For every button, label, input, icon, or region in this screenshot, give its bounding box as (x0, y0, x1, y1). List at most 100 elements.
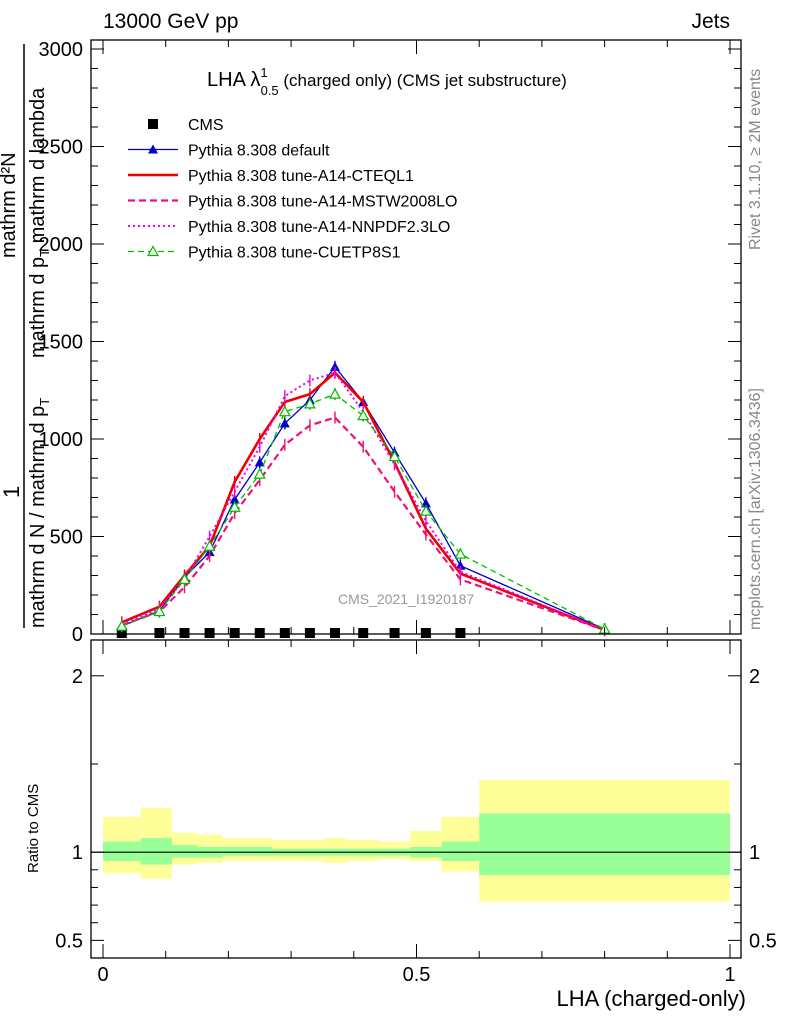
series-point-5-7 (303, 397, 316, 409)
axes: 0 500 1000 1500 2000 2500 3000 0 0.5 1 0.5 0.5 1 1 2 2 (39, 39, 777, 986)
plot-title: LHA λ1 0.5 (charged only) (CMS jet substr… (207, 65, 567, 98)
series-line-2 (121, 370, 606, 632)
series-point-5-11 (419, 504, 432, 516)
legend-entry-5: Pythia 8.308 tune-CUETP8S1 (128, 245, 401, 262)
ratio-stat-band-5 (247, 846, 273, 856)
cms-point-3 (204, 628, 215, 638)
legend-entry-4: Pythia 8.308 tune-A14-NNPDF2.3LO (128, 219, 450, 236)
xtick-label-1: 0.5 (403, 964, 431, 986)
ylabel-numerator2-main: mathrm d p (27, 257, 49, 358)
series-point-5-3 (203, 540, 216, 551)
title-sup: 1 (260, 65, 267, 80)
legend: CMS Pythia 8.308 default Pythia 8.308 tune… (128, 117, 457, 262)
legend-label-4: Pythia 8.308 tune-A14-NNPDF2.3LO (188, 219, 450, 236)
legend-marker-5 (146, 245, 160, 257)
series-point-5-0 (115, 619, 128, 631)
header-energy: 13000 GeV pp (103, 10, 238, 33)
title-rest: (charged only) (CMS jet substructure) (279, 71, 567, 90)
xtick-label-2: 1 (724, 964, 735, 986)
ratio-ylabel: Ratio to CMS (25, 784, 42, 873)
cms-point-1 (154, 628, 165, 638)
ratio-ytick-label-right-1: 1 (749, 842, 760, 864)
ylabel-denominator-sub: T (37, 398, 52, 406)
main-ytick-label-2: 1000 (39, 429, 84, 451)
cms-point-4 (229, 628, 240, 638)
ylabel-denominator-main: mathrm d N / mathrm d p (27, 406, 49, 628)
series-point-5-12 (454, 547, 467, 559)
analysis-watermark: CMS_2021_I1920187 (338, 591, 474, 607)
series-point-5-10 (388, 450, 401, 462)
ratio-stat-band-0 (103, 841, 141, 861)
ratio-ytick-label-0: 0.5 (55, 930, 83, 952)
legend-label-0: CMS (188, 117, 224, 134)
legend-entry-2: Pythia 8.308 tune-A14-CTEQL1 (128, 168, 414, 185)
ylabel-numerator3: mathrm d lambda (27, 87, 49, 249)
ylabel-numerator1: mathrm d²N (0, 152, 20, 258)
cms-point-5 (254, 628, 265, 638)
ratio-stat-band-1 (140, 838, 172, 865)
ratio-stat-band-4 (222, 846, 248, 856)
series-point-1-12 (455, 560, 466, 570)
cms-point-12 (455, 628, 466, 638)
cms-point-11 (420, 628, 431, 638)
main-ytick-label-5: 2500 (39, 137, 84, 159)
series-point-5-8 (328, 387, 342, 399)
ratio-ytick-label-right-0: 0.5 (749, 930, 777, 952)
main-series (115, 360, 611, 638)
series-point-5-2 (178, 573, 191, 585)
series-point-5-5 (253, 467, 266, 479)
cms-point-6 (279, 628, 290, 638)
legend-entry-3: Pythia 8.308 tune-A14-MSTW2008LO (128, 194, 457, 211)
legend-label-3: Pythia 8.308 tune-A14-MSTW2008LO (188, 194, 457, 211)
series-0 (116, 628, 466, 638)
legend-marker-0 (148, 119, 158, 129)
ylabel-numerator2-sub: T (37, 249, 52, 257)
legend-label-2: Pythia 8.308 tune-A14-CTEQL1 (188, 168, 414, 185)
series-point-1-6 (279, 418, 290, 428)
ylabel-denominator: mathrm d N / mathrm d pT (27, 398, 52, 628)
ylabel-numerator2: mathrm d pT mathrm d lambda (27, 87, 52, 358)
header-process: Jets (691, 10, 730, 33)
main-ytick-label-0: 0 (72, 624, 83, 646)
ratio-stat-band-13 (479, 813, 730, 876)
ratio-ytick-label-2: 2 (72, 666, 83, 688)
cms-point-2 (179, 628, 190, 638)
legend-marker-1 (148, 144, 158, 154)
series-point-5-1 (153, 605, 166, 617)
title-lha: LHA λ (207, 69, 260, 91)
series-line-5 (121, 393, 605, 630)
ratio-bands (103, 779, 730, 902)
rivet-label: Rivet 3.1.10, ≥ 2M events (747, 69, 764, 250)
main-ytick-label-4: 2000 (39, 234, 84, 256)
cms-point-7 (304, 628, 315, 638)
xtick-label-0: 0 (97, 964, 108, 986)
series-point-1-4 (229, 494, 240, 504)
title-sub: 0.5 (261, 83, 279, 98)
series-point-1-5 (254, 457, 265, 467)
main-ytick-label-6: 3000 (39, 39, 84, 61)
ratio-stat-band-12 (441, 841, 480, 861)
ratio-stat-band-2 (171, 845, 198, 858)
legend-label-1: Pythia 8.308 default (188, 143, 330, 160)
cms-point-8 (329, 628, 340, 638)
ratio-ytick-label-1: 1 (72, 842, 83, 864)
series-point-1-11 (420, 498, 431, 508)
legend-entry-0: CMS (148, 117, 224, 134)
ratio-ytick-label-right-2: 2 (749, 666, 760, 688)
legend-entry-1: Pythia 8.308 default (128, 143, 330, 160)
main-ytick-label-1: 500 (50, 527, 83, 549)
legend-label-5: Pythia 8.308 tune-CUETP8S1 (188, 245, 401, 262)
series-point-5-4 (228, 501, 241, 512)
mcplots-label: mcplots.cern.ch [arXiv:1306.3436] (747, 388, 764, 630)
series-point-5-9 (357, 409, 370, 421)
ylabel-one: 1 (0, 486, 24, 498)
x-axis-label: LHA (charged-only) (556, 986, 746, 1011)
series-point-1-8 (329, 361, 340, 371)
cms-point-10 (389, 628, 400, 638)
series-5 (115, 387, 611, 636)
cms-point-9 (358, 628, 369, 638)
main-ytick-label-3: 1500 (39, 332, 84, 354)
main-ylabel: 1 mathrm d N / mathrm d pT mathrm d²N ma… (0, 44, 52, 628)
series-point-5-6 (278, 405, 291, 417)
